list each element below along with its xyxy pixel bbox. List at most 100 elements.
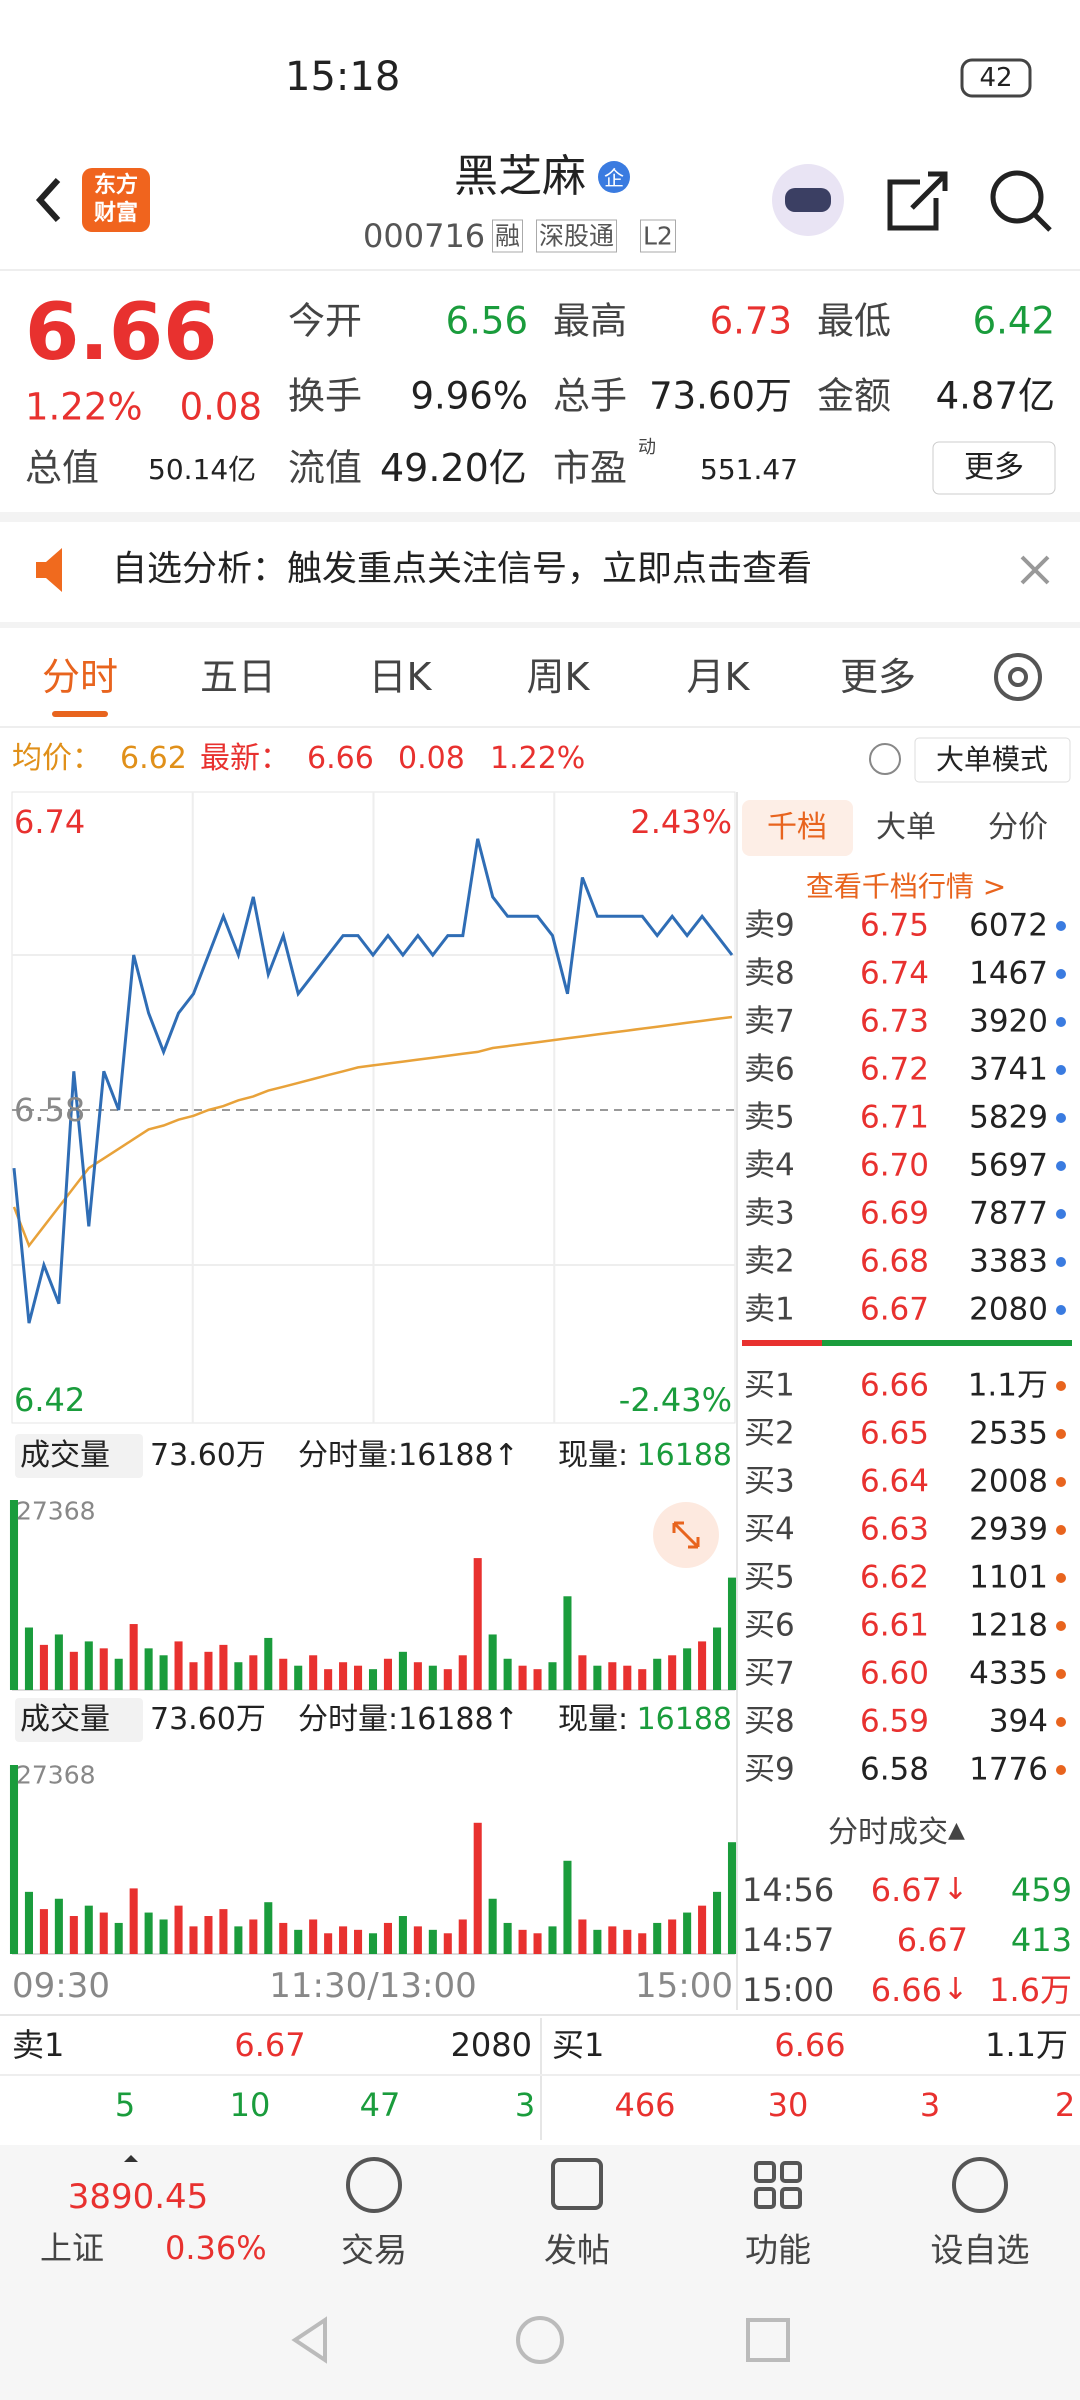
book-price: 6.72 (859, 1051, 929, 1088)
more-button[interactable] (932, 441, 1056, 495)
volume-bar (309, 1655, 318, 1690)
volume-selector[interactable] (15, 1434, 143, 1478)
nav-label[interactable]: 交易 (341, 2230, 407, 2270)
search-icon[interactable] (990, 170, 1044, 224)
nav-home[interactable] (516, 2316, 564, 2364)
banner-text[interactable]: 自选分析：触发重点关注信号，立即点击查看 (112, 549, 813, 590)
tab[interactable]: 五日 (199, 655, 277, 699)
volume-bar (368, 1669, 378, 1690)
function-icon[interactable] (754, 2161, 802, 2209)
trade-arrow: ↓ (942, 1872, 968, 1907)
mode-button[interactable] (914, 737, 1071, 783)
summary-label: 买1 (552, 2026, 605, 2064)
book-dot (1056, 1161, 1066, 1171)
book-price: 6.67 (859, 1291, 929, 1328)
book-label: 买6 (744, 1607, 795, 1644)
tab[interactable]: 更多 (839, 655, 917, 699)
tab[interactable]: 月K (686, 655, 750, 699)
help-icon[interactable] (869, 743, 901, 775)
book-tab[interactable]: 大单 (876, 810, 936, 845)
change-pct: 1.22% (25, 385, 143, 429)
stat-value: 73.60万 (649, 374, 792, 418)
volume-bar (294, 1665, 303, 1690)
volume-label[interactable]: 成交量 (20, 1702, 110, 1737)
book-dot (1056, 1621, 1066, 1631)
tab[interactable]: 分时 (41, 655, 119, 699)
share-icon[interactable] (887, 171, 948, 231)
trade-time: 14:57 (742, 1921, 835, 1959)
post-icon[interactable] (551, 2158, 603, 2210)
book-dot (1056, 1765, 1066, 1775)
volume-bar (249, 1655, 258, 1690)
status-time: 15:18 (285, 54, 401, 100)
stat-label: 换手 (288, 374, 362, 418)
volume-bar (9, 1500, 19, 1690)
volume-bar (713, 1627, 722, 1690)
trade-time: 15:00 (742, 1971, 835, 2009)
nav-background (0, 2145, 1080, 2400)
average-line (12, 1015, 733, 1249)
watchlist-icon[interactable] (952, 2157, 1008, 2213)
volume-bar (189, 1926, 198, 1954)
index-name[interactable]: 上证 (40, 2229, 105, 2267)
stat-label: 最低 (817, 299, 891, 343)
count: 30 (767, 2086, 809, 2124)
close-icon[interactable] (1020, 555, 1050, 585)
book-tab[interactable]: 分价 (988, 810, 1048, 845)
volume-bar (593, 1665, 602, 1690)
more-button-label[interactable]: 更多 (964, 450, 1024, 485)
nav-label[interactable]: 设自选 (930, 2230, 1030, 2270)
volume-bar (204, 1651, 213, 1690)
volume-bar (698, 1905, 707, 1954)
volume-bar (623, 1665, 632, 1690)
volume-bar (129, 1624, 138, 1690)
volume-bar (84, 1905, 93, 1954)
index-value[interactable]: 3890.45 (67, 2177, 209, 2217)
book-ratio-buy (822, 1340, 1072, 1346)
nav-recent[interactable] (746, 2318, 790, 2362)
stat-sup: 动 (638, 437, 656, 458)
trade-price: 6.67 (870, 1871, 942, 1909)
count: 2 (1054, 2086, 1076, 2124)
volume-label[interactable]: 成交量 (20, 1438, 110, 1473)
trade-icon[interactable] (346, 2157, 402, 2213)
book-label: 卖9 (744, 907, 795, 944)
index-pct[interactable]: 0.36% (165, 2229, 267, 2267)
nav-back[interactable] (291, 2316, 327, 2364)
book-tab[interactable]: 千档 (767, 810, 827, 845)
logo-text: 财富 (93, 201, 139, 226)
volume-bar (548, 1926, 557, 1954)
volume-selector[interactable] (15, 1698, 143, 1742)
volume-bar (9, 1765, 19, 1954)
book-label: 卖7 (744, 1003, 795, 1040)
mode-label[interactable]: 大单模式 (935, 743, 1049, 776)
trades-title[interactable]: 分时成交 (828, 1815, 948, 1850)
stat-label: 流值 (288, 446, 362, 490)
trade-volume: 459 (1010, 1871, 1072, 1909)
count: 3 (919, 2086, 941, 2124)
tab[interactable]: 周K (526, 655, 590, 699)
book-link[interactable]: 查看千档行情 > (805, 870, 1007, 903)
book-label: 卖1 (744, 1291, 795, 1328)
book-label: 卖3 (744, 1195, 795, 1232)
book-label: 买9 (744, 1751, 795, 1788)
back-icon[interactable] (35, 177, 61, 223)
volume-bar (683, 1912, 692, 1954)
nav-label[interactable]: 功能 (745, 2230, 811, 2270)
volume-bar (189, 1662, 198, 1690)
time-label: 15:00 (635, 1966, 733, 2006)
avg-value: 6.62 (120, 741, 187, 776)
stat-label: 最高 (553, 299, 627, 343)
volume-tick: 分时量:16188↑ (298, 1702, 519, 1737)
stat-value: 551.47 (700, 453, 798, 486)
volume-bar (24, 1891, 33, 1954)
settings-icon[interactable] (994, 653, 1042, 701)
tab[interactable]: 日K (368, 655, 432, 699)
stat-label: 今开 (288, 299, 362, 343)
volume-bar (309, 1919, 318, 1954)
volume-bar (368, 1933, 378, 1954)
nav-label[interactable]: 发帖 (544, 2230, 610, 2270)
assistant-face (785, 188, 831, 212)
volume-bar (653, 1658, 662, 1690)
book-price: 6.64 (859, 1463, 929, 1500)
